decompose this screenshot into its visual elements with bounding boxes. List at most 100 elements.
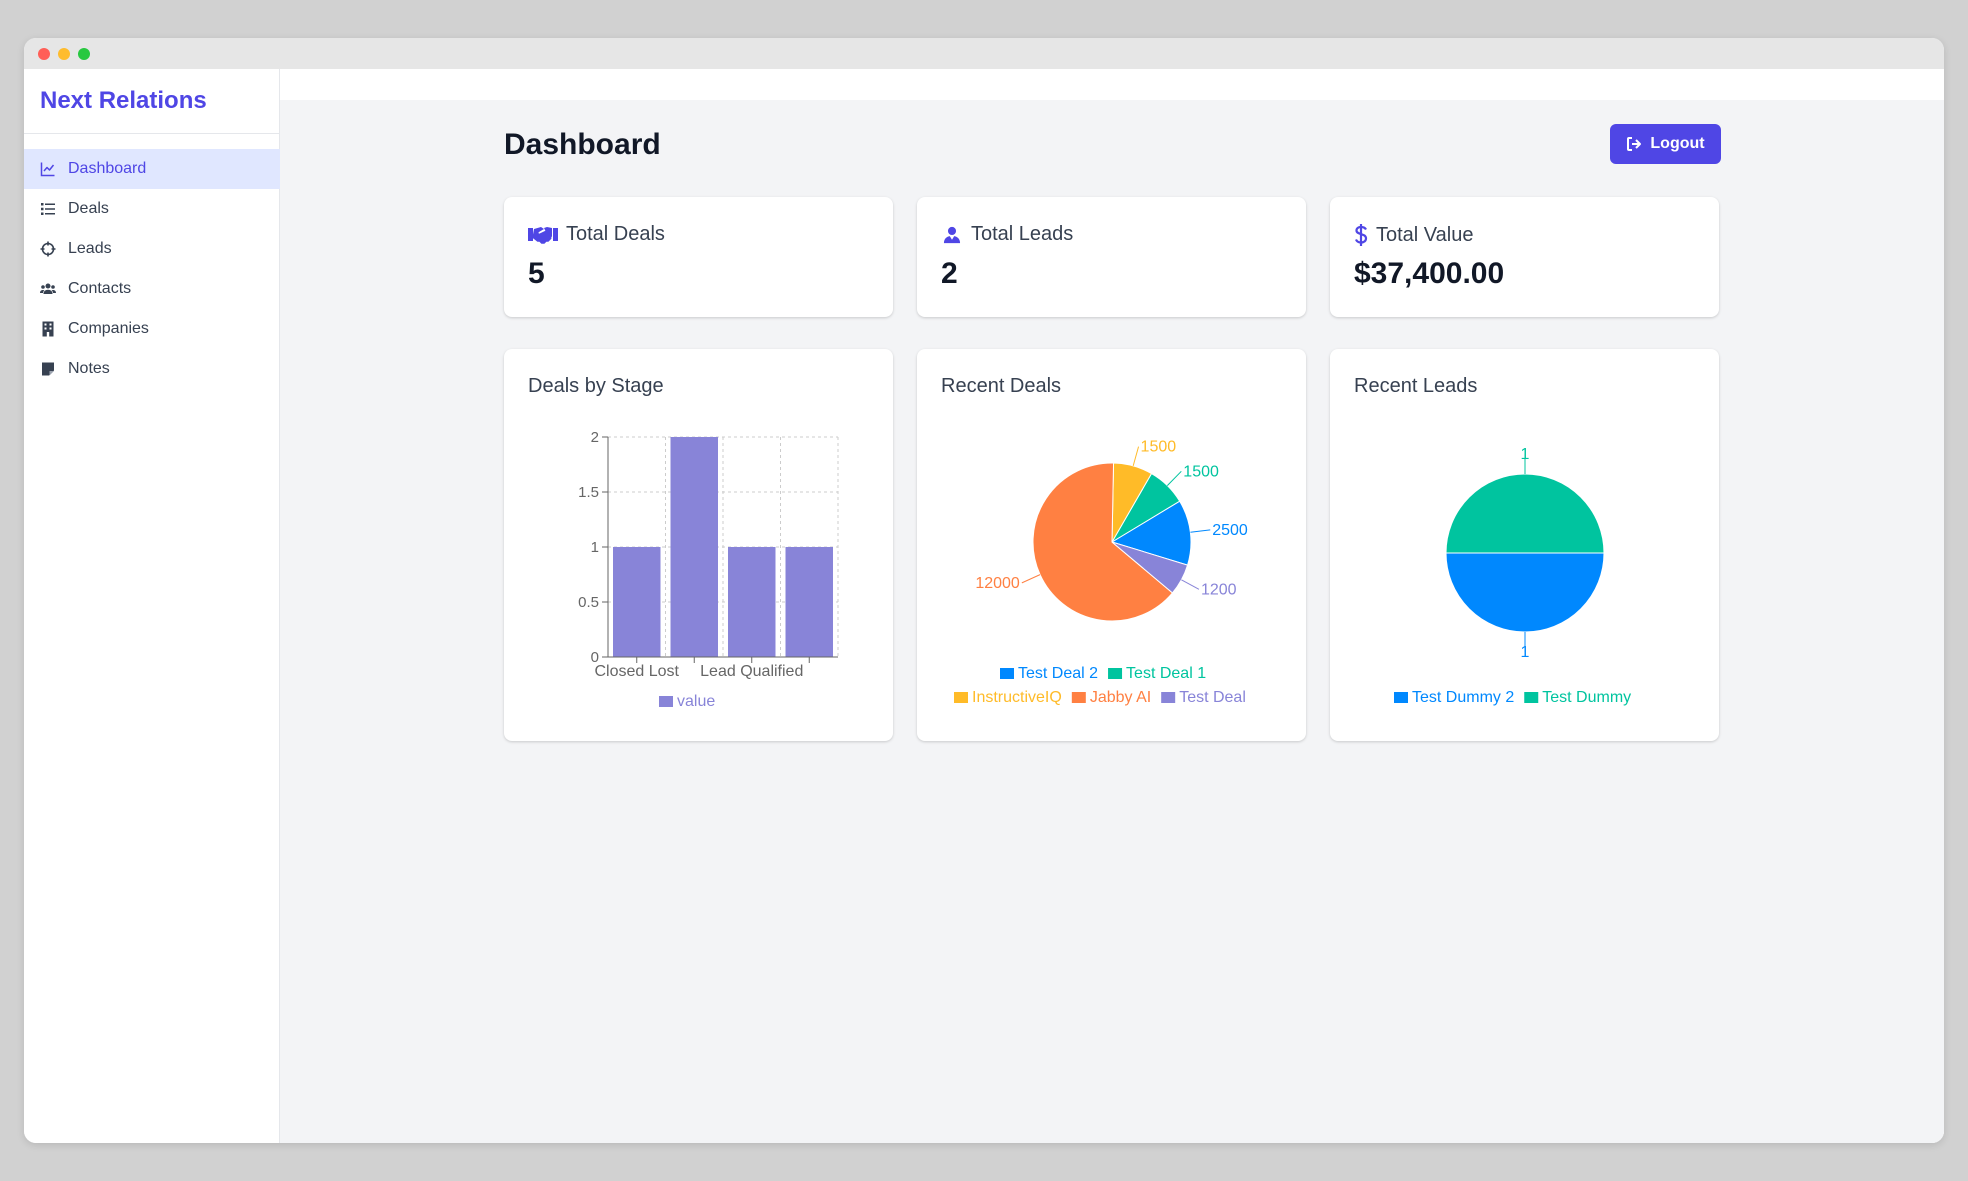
pie-label: 1: [1521, 446, 1530, 463]
x-tick-label: Lead Qualified: [700, 663, 803, 680]
legend-swatch: [1108, 668, 1123, 679]
user-tie-icon: [943, 226, 961, 243]
sidebar-item-dashboard[interactable]: Dashboard: [24, 149, 280, 189]
total-leads-value: 2: [941, 257, 958, 290]
x-tick-label: Closed Lost: [595, 663, 680, 680]
sidebar-item-contacts[interactable]: Contacts: [24, 269, 280, 309]
sidebar-item-notes[interactable]: Notes: [24, 349, 280, 389]
sidebar-item-companies[interactable]: Companies: [24, 309, 280, 349]
pie-slice: [1445, 473, 1605, 554]
pie-slice: [1110, 500, 1192, 566]
pie-label-line: [1190, 529, 1211, 533]
total-value-value: $37,400.00: [1354, 257, 1505, 290]
pie-label: 12000: [975, 575, 1020, 592]
legend-swatch: [659, 696, 673, 707]
bar: [785, 547, 833, 657]
legend-swatch: [1161, 692, 1176, 703]
close-window-button[interactable]: [38, 48, 50, 60]
legend-label: value: [677, 693, 715, 710]
sidebar-item-label: Contacts: [68, 280, 132, 297]
y-tick-label: 0: [591, 649, 599, 666]
legend-swatch: [954, 692, 968, 703]
pie-legend: Test Deal 2 Test Deal 1: [1000, 665, 1206, 682]
pie-label: 2500: [1212, 522, 1248, 539]
recent-deals-title: Recent Deals: [941, 375, 1062, 397]
pie-label: 1500: [1183, 463, 1219, 480]
users-icon: [40, 281, 56, 297]
legend-swatch: [1394, 692, 1408, 703]
bar-legend: value: [659, 693, 715, 710]
pie-label: 1: [1521, 644, 1530, 661]
sidebar-item-deals[interactable]: Deals: [24, 189, 280, 229]
legend-label: Test Dummy: [1542, 689, 1631, 706]
pie-label: 1200: [1201, 581, 1237, 598]
dollar-icon: [1354, 224, 1368, 246]
maximize-window-button[interactable]: [78, 48, 90, 60]
bar: [613, 547, 661, 657]
handshake-icon: [528, 226, 558, 244]
legend-swatch: [1524, 692, 1539, 703]
pie-label-line: [1021, 574, 1041, 584]
deals-by-stage-card: Deals by Stage 0 0.5 1 1.5 2 Closed Lost Lead …: [504, 349, 893, 741]
browser-window: Next Relations Dashboard Deals Leads: [24, 38, 1944, 1143]
legend-label: Test Deal: [1179, 689, 1246, 706]
total-value-label-row: Total Value: [1354, 223, 1473, 247]
pie-label: 1500: [1141, 439, 1177, 456]
sidebar-item-label: Notes: [68, 360, 110, 377]
pie-label-line: [1181, 579, 1200, 590]
sidebar-item-label: Deals: [68, 200, 109, 217]
sidebar-item-label: Leads: [68, 240, 112, 257]
total-leads-label-row: Total Leads: [941, 223, 1073, 246]
logout-button[interactable]: Logout: [1610, 124, 1721, 164]
total-deals-label: Total Deals: [566, 223, 665, 245]
window-titlebar: [24, 38, 1944, 69]
pie-slice: [1445, 552, 1605, 633]
list-icon: [40, 201, 56, 217]
y-tick-label: 1.5: [578, 484, 599, 501]
pie-slice: [1111, 541, 1189, 594]
total-value-card: Total Value $37,400.00: [1330, 197, 1719, 317]
sticky-note-icon: [40, 361, 56, 377]
logout-label: Logout: [1650, 135, 1705, 152]
sidebar: Next Relations Dashboard Deals Leads: [24, 69, 280, 1143]
legend-swatch: [1000, 668, 1014, 679]
pie-legend: Test Dummy 2 Test Dummy: [1394, 689, 1631, 706]
total-deals-label-row: Total Deals: [528, 223, 665, 246]
pie-legend: InstructiveIQ Jabby AI Test Deal: [954, 689, 1246, 706]
legend-label: Jabby AI: [1090, 689, 1151, 706]
y-tick-label: 2: [591, 429, 599, 446]
total-leads-card: Total Leads 2: [917, 197, 1306, 317]
main-area: Dashboard Logout Total Deals 5 Total Lea…: [280, 69, 1944, 1143]
recent-deals-card: Recent Deals 2500 1500 1500 12000 1200 Test D…: [917, 349, 1306, 741]
deals-by-stage-chart: 0 0.5 1 1.5 2 Closed Lost Lead Qualified value: [578, 429, 839, 710]
y-tick-label: 0.5: [578, 594, 599, 611]
total-deals-card: Total Deals 5: [504, 197, 893, 317]
total-value-label: Total Value: [1376, 223, 1474, 246]
sidebar-item-label: Companies: [68, 320, 149, 337]
recent-leads-card: Recent Leads 1 1 Test Dummy 2 Test Dummy: [1330, 349, 1719, 741]
legend-label: Test Dummy 2: [1412, 689, 1514, 706]
bar: [670, 437, 718, 657]
sidebar-nav: Dashboard Deals Leads Contacts: [24, 149, 280, 389]
recent-leads-chart: 1 1 Test Dummy 2 Test Dummy: [1394, 446, 1631, 706]
y-tick-label: 1: [591, 539, 599, 556]
building-icon: [40, 321, 56, 337]
legend-label: InstructiveIQ: [972, 689, 1062, 706]
total-deals-value: 5: [528, 257, 545, 290]
chart-line-icon: [40, 161, 56, 177]
pie-label-line: [1132, 446, 1140, 467]
sidebar-item-label: Dashboard: [68, 160, 147, 177]
minimize-window-button[interactable]: [58, 48, 70, 60]
sidebar-item-leads[interactable]: Leads: [24, 229, 280, 269]
pie-label-line: [1166, 470, 1182, 486]
total-leads-label: Total Leads: [971, 223, 1074, 245]
dashboard-content: Dashboard Logout Total Deals 5 Total Lea…: [280, 100, 1944, 1143]
brand-divider: [24, 133, 280, 134]
legend-label: Test Deal 2: [1018, 665, 1098, 682]
page-title: Dashboard: [504, 128, 661, 161]
recent-leads-title: Recent Leads: [1354, 375, 1478, 397]
deals-by-stage-title: Deals by Stage: [528, 375, 664, 397]
bar: [728, 547, 776, 657]
brand-logo[interactable]: Next Relations: [40, 87, 207, 114]
